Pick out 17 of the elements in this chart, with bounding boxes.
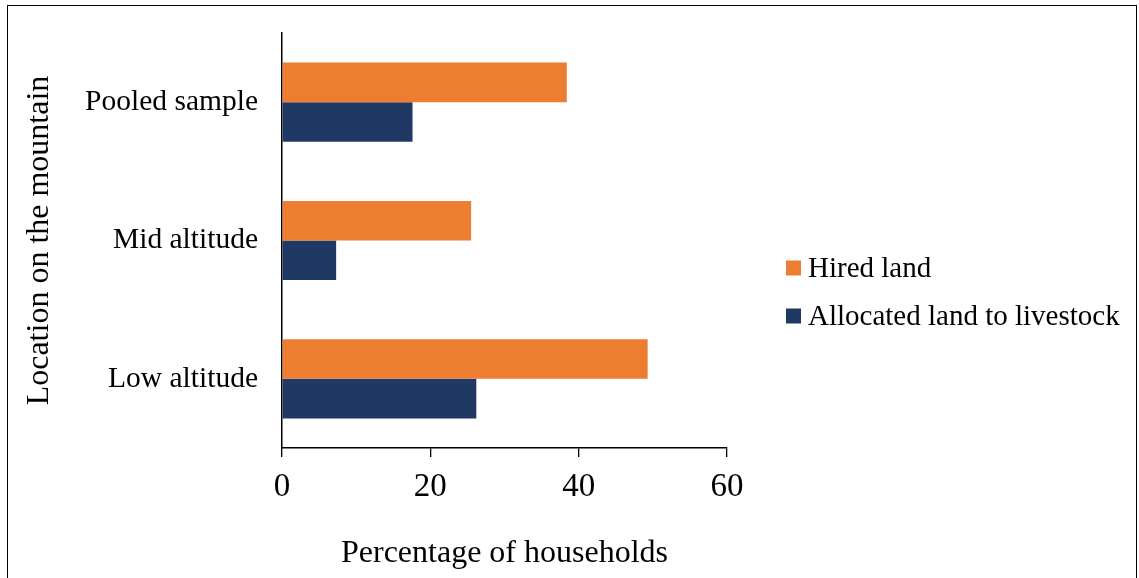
bar bbox=[282, 378, 477, 419]
x-tick-label: 60 bbox=[710, 467, 744, 504]
x-tick-label: 20 bbox=[413, 467, 447, 504]
bar bbox=[282, 240, 337, 281]
y-axis-title: Location on the mountain bbox=[18, 75, 55, 406]
x-tick-label: 40 bbox=[562, 467, 596, 504]
bar bbox=[282, 339, 648, 379]
bar bbox=[282, 62, 567, 103]
legend-label: Allocated land to livestock bbox=[808, 298, 1121, 331]
bar bbox=[282, 200, 472, 241]
y-tick-label: Mid altitude bbox=[112, 222, 258, 255]
bar bbox=[282, 102, 413, 142]
legend-label: Hired land bbox=[808, 250, 932, 283]
y-tick-label: Low altitude bbox=[108, 360, 258, 393]
y-tick-label: Pooled sample bbox=[85, 83, 258, 116]
x-axis-title: Percentage of households bbox=[340, 533, 669, 570]
x-tick-label: 0 bbox=[273, 467, 291, 504]
